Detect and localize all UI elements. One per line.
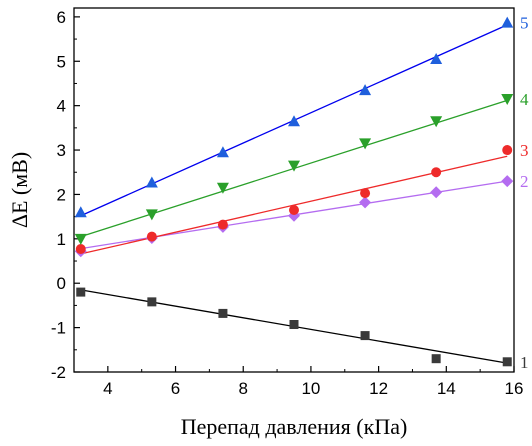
x-tick-label: 14 xyxy=(437,379,456,398)
data-point-series-3 xyxy=(75,244,86,255)
y-tick-label: -1 xyxy=(51,319,66,338)
data-point-series-4 xyxy=(430,116,443,128)
data-point-series-5 xyxy=(430,53,443,65)
data-point-series-1 xyxy=(76,287,86,297)
series-label-4: 4 xyxy=(520,90,529,109)
x-axis-label: Перепад давления (кПа) xyxy=(181,414,408,439)
y-tick-label: -2 xyxy=(51,363,66,382)
data-point-series-2 xyxy=(501,175,514,188)
data-point-series-4 xyxy=(288,160,300,172)
x-tick-label: 12 xyxy=(369,379,388,398)
data-point-series-5 xyxy=(288,115,300,127)
data-point-series-1 xyxy=(360,331,370,341)
data-point-series-5 xyxy=(359,84,372,96)
data-point-series-4 xyxy=(359,138,372,150)
data-point-series-3 xyxy=(360,188,371,199)
data-point-series-3 xyxy=(217,219,228,230)
data-point-series-3 xyxy=(289,204,299,215)
fit-lines xyxy=(80,24,508,364)
y-tick-label: 3 xyxy=(57,141,66,160)
x-tick-label: 8 xyxy=(238,379,247,398)
data-point-series-4 xyxy=(216,182,229,194)
y-tick-label: 6 xyxy=(57,8,66,27)
x-tick-label: 4 xyxy=(103,379,112,398)
data-point-series-4 xyxy=(501,94,514,105)
series-labels: 1 2 3 4 5 xyxy=(520,14,529,372)
x-tick-label: 6 xyxy=(171,379,180,398)
series-label-5: 5 xyxy=(520,14,529,33)
data-point-series-1 xyxy=(218,308,228,318)
data-point-series-5 xyxy=(145,176,158,188)
data-point-series-5 xyxy=(216,146,229,158)
data-point-series-4 xyxy=(145,209,158,221)
data-point-series-4 xyxy=(74,233,87,245)
y-tick-label: 2 xyxy=(57,185,66,204)
y-tick-label: 0 xyxy=(57,274,66,293)
data-point-series-5 xyxy=(501,16,514,28)
data-point-series-1 xyxy=(502,357,512,367)
data-point-series-5 xyxy=(74,206,87,218)
data-point-series-1 xyxy=(289,320,299,330)
data-point-series-2 xyxy=(359,196,372,209)
y-tick-label: 4 xyxy=(57,97,66,116)
plot-frame xyxy=(73,7,515,373)
x-tick-label: 16 xyxy=(505,379,524,398)
data-point-series-1 xyxy=(147,297,157,307)
x-tick-label: 10 xyxy=(301,379,320,398)
data-point-series-3 xyxy=(146,231,157,242)
y-axis-label: ΔE (мВ) xyxy=(7,152,32,228)
series-label-1: 1 xyxy=(520,353,529,372)
series-label-2: 2 xyxy=(520,172,529,191)
data-markers xyxy=(74,16,514,367)
y-tick-label: 1 xyxy=(57,230,66,249)
data-point-series-3 xyxy=(502,145,513,156)
data-point-series-2 xyxy=(430,186,443,199)
data-point-series-3 xyxy=(431,167,442,178)
series-label-3: 3 xyxy=(520,141,529,160)
data-point-series-1 xyxy=(431,354,441,364)
y-tick-label: 5 xyxy=(57,52,66,71)
